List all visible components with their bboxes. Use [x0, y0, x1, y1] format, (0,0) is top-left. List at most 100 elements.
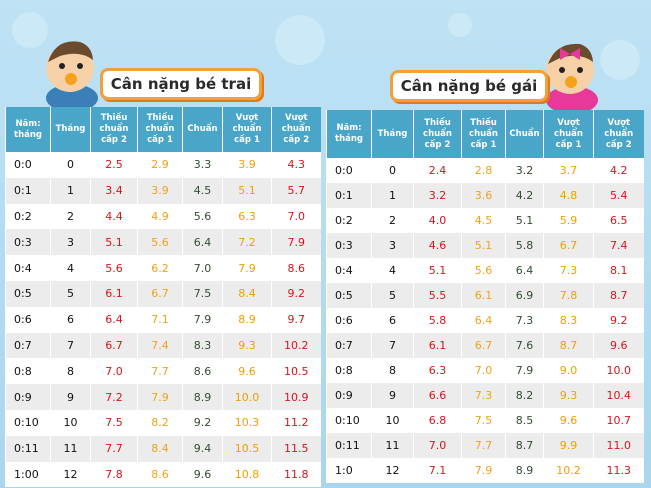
cell: 0:5 — [5, 280, 51, 307]
cell: 0:3 — [5, 229, 51, 256]
cell: 8.6 — [271, 255, 321, 281]
cell: 0:2 — [5, 203, 51, 230]
table-row: 0:3 3 4.6 5.1 5.8 6.7 7.4 — [326, 233, 644, 258]
cell: 3 — [50, 229, 91, 256]
cell: 0:1 — [326, 183, 372, 208]
cell: 8.7 — [593, 283, 644, 308]
table-row: 0:4 4 5.6 6.2 7.0 7.9 8.6 — [5, 255, 321, 281]
cell: 5.6 — [461, 258, 506, 283]
cell: 7.5 — [90, 409, 138, 436]
cell: 0:6 — [5, 306, 51, 333]
cell: 2.5 — [90, 152, 138, 178]
cell: 0:4 — [5, 255, 51, 281]
cell: 6.7 — [90, 332, 138, 359]
cell: 8.9 — [182, 384, 223, 410]
cell: 1:0 — [326, 458, 372, 483]
cell: 0:11 — [326, 433, 372, 458]
table-row: 0:1 1 3.4 3.9 4.5 5.1 5.7 — [5, 177, 321, 204]
cell: 11.8 — [271, 461, 321, 488]
cell: 7.0 — [90, 358, 138, 385]
cell: 0:11 — [5, 435, 51, 462]
cell: 10.7 — [593, 408, 644, 433]
table-row: 1:0 12 7.1 7.9 8.9 10.2 11.3 — [326, 458, 644, 483]
cell: 6.1 — [413, 333, 462, 358]
cell: 10.3 — [222, 409, 272, 436]
cell: 6.9 — [505, 283, 544, 308]
column-header: Năm: tháng — [5, 107, 51, 152]
cell: 6 — [50, 306, 91, 333]
cell: 7.2 — [222, 229, 272, 256]
cell: 6.8 — [413, 408, 462, 433]
cell: 2.9 — [137, 152, 183, 178]
cell: 9.6 — [182, 461, 223, 488]
cell: 5.7 — [271, 177, 321, 204]
cell: 2 — [371, 208, 414, 233]
cell: 11.5 — [271, 435, 321, 462]
column-header: Chuẩn — [505, 110, 544, 158]
cell: 2.8 — [461, 158, 506, 183]
cell: 10.0 — [222, 384, 272, 410]
cell: 10.2 — [543, 458, 594, 483]
cell: 8.6 — [182, 358, 223, 385]
cell: 10.2 — [271, 332, 321, 359]
cell: 7.8 — [90, 461, 138, 488]
table-row: 0:8 8 6.3 7.0 7.9 9.0 10.0 — [326, 358, 644, 383]
cell: 0:6 — [326, 308, 372, 333]
cell: 7.9 — [461, 458, 506, 483]
cell: 7.5 — [461, 408, 506, 433]
column-header: Vượt chuẩn cấp 2 — [271, 107, 321, 152]
cell: 5.5 — [413, 283, 462, 308]
column-header: Tháng — [371, 110, 414, 158]
cell: 12 — [371, 458, 414, 483]
cell: 0 — [50, 152, 91, 178]
cell: 0:9 — [5, 384, 51, 410]
cell: 4.2 — [505, 183, 544, 208]
cell: 7.3 — [543, 258, 594, 283]
cell: 4.0 — [413, 208, 462, 233]
cell: 8.1 — [593, 258, 644, 283]
cell: 0:0 — [326, 158, 372, 183]
cell: 0:8 — [326, 358, 372, 383]
cell: 9.6 — [593, 333, 644, 358]
cell: 3.9 — [137, 177, 183, 204]
cell: 5.1 — [222, 177, 272, 204]
table-row: 0:0 0 2.5 2.9 3.3 3.9 4.3 — [5, 152, 321, 178]
cell: 8.7 — [543, 333, 594, 358]
cell: 9.6 — [543, 408, 594, 433]
cell: 7.7 — [137, 358, 183, 385]
cell: 7.2 — [90, 384, 138, 410]
cell: 4 — [371, 258, 414, 283]
table-row: 0:10 10 7.5 8.2 9.2 10.3 11.2 — [5, 409, 321, 436]
table-row: 0:5 5 6.1 6.7 7.5 8.4 9.2 — [5, 280, 321, 307]
cell: 11 — [50, 435, 91, 462]
cell: 7.1 — [137, 306, 183, 333]
table-row: 0:9 9 7.2 7.9 8.9 10.0 10.9 — [5, 384, 321, 410]
cell: 10.5 — [271, 358, 321, 385]
cell: 4.9 — [137, 203, 183, 230]
cell: 5.1 — [461, 233, 506, 258]
cell: 8.2 — [137, 409, 183, 436]
cell: 9.2 — [182, 409, 223, 436]
cell: 7 — [50, 332, 91, 359]
cell: 11.0 — [593, 433, 644, 458]
cell: 3 — [371, 233, 414, 258]
header-row: Năm: tháng Tháng Thiếu chuẩn cấp 2 Thiếu ch… — [5, 107, 321, 152]
cell: 9.3 — [222, 332, 272, 359]
cell: 0 — [371, 158, 414, 183]
cell: 9.3 — [543, 383, 594, 408]
cell: 12 — [50, 461, 91, 488]
table-row: 0:10 10 6.8 7.5 8.5 9.6 10.7 — [326, 408, 644, 433]
cell: 6.4 — [182, 229, 223, 256]
cell: 0:10 — [5, 409, 51, 436]
header-row: Năm: tháng Tháng Thiếu chuẩn cấp 2 Thiếu ch… — [326, 110, 644, 158]
cell: 6.6 — [413, 383, 462, 408]
column-header: Vượt chuẩn cấp 1 — [222, 107, 272, 152]
cell: 8.3 — [182, 332, 223, 359]
cell: 7.7 — [90, 435, 138, 462]
column-header: Thiếu chuẩn cấp 2 — [90, 107, 138, 152]
cell: 8.7 — [505, 433, 544, 458]
cell: 5.6 — [137, 229, 183, 256]
cell: 3.9 — [222, 152, 272, 178]
cell: 4.3 — [271, 152, 321, 178]
